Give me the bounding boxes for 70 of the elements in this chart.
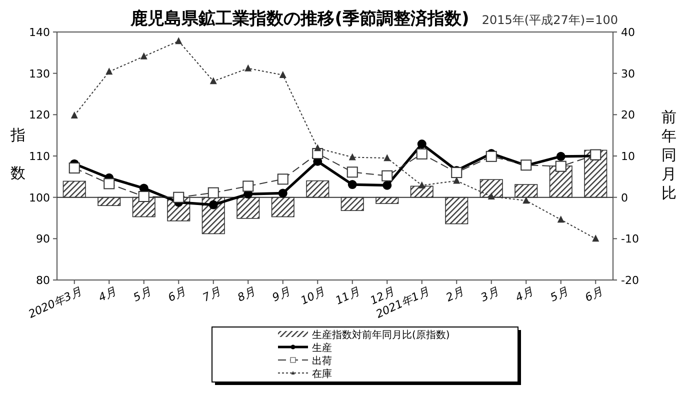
point: [210, 77, 217, 84]
point: [384, 154, 391, 162]
y2-tick-label: -10: [621, 232, 639, 246]
legend-label: 在庫: [312, 368, 332, 380]
point: [557, 216, 564, 223]
point: [175, 37, 182, 44]
point: [242, 180, 254, 192]
x-tick-label: 9月: [270, 284, 292, 304]
chart-subtitle: 2015年(平成27年)=100: [482, 13, 618, 27]
y-tick-label: 120: [29, 108, 50, 122]
y2-tick-label: 0: [621, 191, 628, 204]
point: [555, 160, 566, 172]
chart-title: 鹿児島県鉱工業指数の推移(季節調整済指数): [130, 9, 470, 29]
x-tick-label: 10月: [298, 284, 327, 308]
point: [417, 140, 426, 149]
x-tick-label: 2020年3月: [26, 284, 84, 321]
point: [208, 187, 219, 198]
y-tick-label: 140: [29, 26, 50, 39]
point: [314, 144, 322, 152]
point: [104, 178, 115, 190]
y2-tick-label: 10: [621, 150, 635, 163]
y-tick-label: 100: [29, 191, 50, 204]
x-tick-label: 4月: [514, 284, 536, 304]
y-tick-label: 110: [29, 150, 50, 163]
point: [278, 188, 288, 198]
point: [106, 68, 113, 75]
x-tick-label: 5月: [548, 284, 570, 304]
x-tick-label: 11月: [333, 284, 362, 308]
point: [451, 167, 462, 178]
point: [592, 234, 600, 242]
point: [348, 180, 357, 190]
x-tick-label: 5月: [131, 284, 154, 304]
point: [244, 64, 252, 72]
point: [138, 191, 150, 202]
y2-axis-title: 前年同月比: [662, 108, 676, 202]
y-tick-label: 130: [29, 67, 50, 80]
x-tick-label: 7月: [200, 284, 223, 304]
x-tick-label: 6月: [583, 284, 605, 304]
x-tick-label: 2月: [444, 284, 466, 304]
y-tick-label: 80: [36, 274, 50, 287]
point: [208, 200, 218, 210]
text: 指数: [10, 126, 26, 182]
point: [68, 162, 80, 174]
point: [556, 152, 566, 161]
y2-tick-label: 30: [621, 67, 635, 80]
x-tick-label: 4月: [96, 284, 118, 304]
point: [348, 153, 356, 160]
y-tick-label: 90: [36, 232, 50, 246]
point: [418, 181, 426, 188]
y2-tick-label: 20: [621, 108, 635, 122]
y2-tick-label: -20: [621, 274, 639, 287]
x-tick-label: 3月: [478, 284, 501, 304]
point: [279, 70, 286, 78]
point: [488, 192, 495, 200]
legend-label: 出荷: [312, 355, 332, 367]
point: [590, 149, 602, 160]
legend-label: 生産: [312, 342, 332, 354]
point: [70, 111, 78, 118]
legend-label: 生産指数対前年同月比(原指数): [312, 329, 450, 341]
point: [416, 148, 428, 160]
point: [453, 176, 460, 184]
point: [382, 170, 393, 182]
point: [522, 196, 530, 204]
y2-tick-label: 40: [621, 26, 635, 39]
x-tick-label: 8月: [236, 284, 258, 304]
point: [140, 52, 148, 60]
point: [486, 150, 497, 162]
point: [173, 192, 184, 203]
x-tick-label: 6月: [166, 284, 188, 304]
point: [382, 180, 392, 190]
